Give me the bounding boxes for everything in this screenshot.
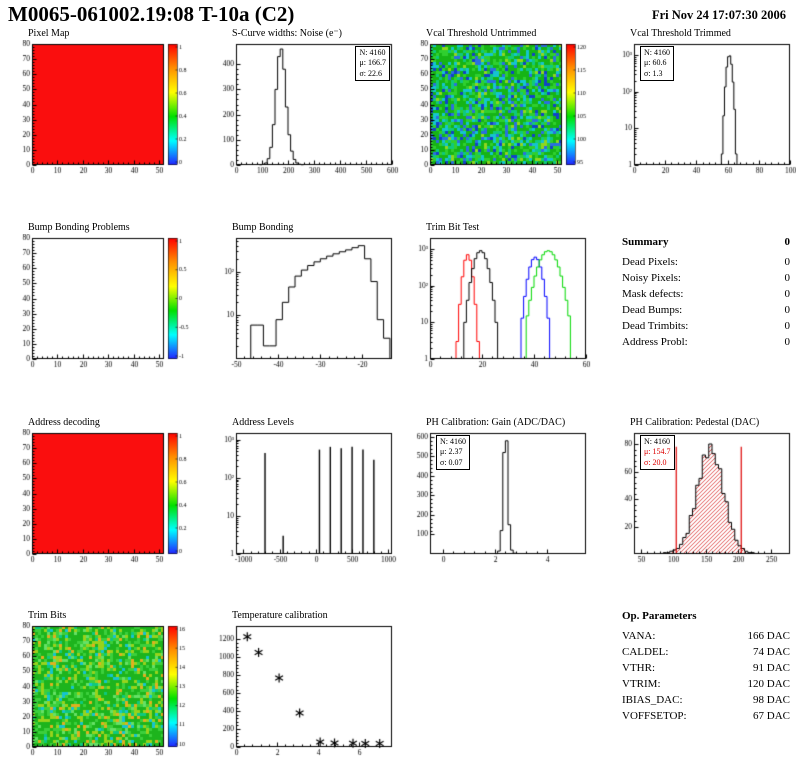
pixel-map-heatmap-canvas <box>6 40 196 178</box>
summary-label: Address Probl: <box>622 335 688 348</box>
summary-label: Dead Trimbits: <box>622 319 689 332</box>
summary-row: Dead Pixels: 0 <box>622 255 790 271</box>
plot-address-decoding: Address decoding <box>6 417 198 569</box>
plot-title: Trim Bit Test <box>426 222 480 233</box>
summary-value: 0 <box>784 256 791 268</box>
op-parameters-header: Op. Parameters <box>622 610 790 622</box>
op-parameter-value: 120 DAC <box>747 677 790 690</box>
op-parameter-value: 98 DAC <box>753 693 790 706</box>
summary-label: Noisy Pixels: <box>622 271 681 284</box>
plot-title: Address Levels <box>232 417 294 428</box>
op-parameter-label: VOFFSETOP: <box>622 709 687 722</box>
summary-value: 0 <box>784 287 791 300</box>
stats-mean: μ: 2.37 <box>440 447 463 457</box>
stats-box: N: 4160 μ: 2.37 σ: 0.07 <box>436 435 470 471</box>
plot-trim-bit-test: Trim Bit Test <box>404 222 596 374</box>
trim-bits-heatmap-canvas <box>6 622 196 760</box>
op-parameter-row: VTRIM: 120 DAC <box>622 677 790 693</box>
stats-mean: μ: 166.7 <box>359 58 386 68</box>
op-parameter-label: IBIAS_DAC: <box>622 693 683 706</box>
trim-bit-test-hist-canvas <box>404 234 594 372</box>
plot-title: Vcal Threshold Trimmed <box>630 28 731 39</box>
stats-box: N: 4160 μ: 60.6 σ: 1.3 <box>640 46 674 82</box>
vcal-untrimmed-heatmap-canvas <box>404 40 594 178</box>
plot-title: Trim Bits <box>28 610 67 621</box>
summary-label: Dead Bumps: <box>622 303 683 316</box>
stats-sigma: σ: 22.6 <box>359 68 383 78</box>
summary-value: 0 <box>784 271 791 284</box>
plot-trim-bits: Trim Bits <box>6 610 198 762</box>
timestamp: Fri Nov 24 17:07:30 2006 <box>651 8 786 22</box>
op-parameter-label: VTHR: <box>622 661 655 674</box>
stats-sigma: σ: 1.3 <box>644 68 663 78</box>
op-parameter-row: VANA: 166 DAC <box>622 629 790 645</box>
stats-entries: N: 4160 <box>440 437 466 446</box>
page-title: M0065-061002.19:08 T-10a (C2) <box>8 2 295 26</box>
stats-mean: μ: 60.6 <box>644 58 667 68</box>
plot-bump-bonding-problems: Bump Bonding Problems <box>6 222 198 374</box>
plot-title: S-Curve widths: Noise (e⁻) <box>232 28 342 39</box>
op-parameters-title: Op. Parameters <box>622 610 697 622</box>
address-decoding-heatmap-canvas <box>6 429 196 567</box>
summary-row: Address Probl: 0 <box>622 335 790 351</box>
bump-problems-heatmap-canvas <box>6 234 196 372</box>
plot-address-levels: Address Levels <box>210 417 402 569</box>
summary-value: 0 <box>784 335 791 348</box>
summary-row: Mask defects: 0 <box>622 287 790 303</box>
ph-pedestal-hist-canvas <box>608 429 796 567</box>
plot-ph-gain: PH Calibration: Gain (ADC/DAC) N: 4160 μ… <box>404 417 596 569</box>
op-parameter-label: VANA: <box>622 630 656 642</box>
plot-title: Vcal Threshold Untrimmed <box>426 28 537 39</box>
stats-box: N: 4160 μ: 166.7 σ: 22.6 <box>355 46 390 82</box>
stats-entries: N: 4160 <box>644 437 670 446</box>
plot-title: Bump Bonding Problems <box>28 222 130 233</box>
op-parameter-label: VTRIM: <box>622 677 661 690</box>
stats-box: N: 4160 μ: 154.7 σ: 20.0 <box>640 435 675 471</box>
ph-gain-hist-canvas <box>404 429 594 567</box>
vcal-trimmed-hist-canvas <box>608 40 796 178</box>
bump-bonding-hist-canvas <box>210 234 400 372</box>
plot-vcal-threshold-untrimmed: Vcal Threshold Untrimmed <box>404 28 596 180</box>
plot-temperature-calibration: Temperature calibration <box>210 610 402 762</box>
op-parameter-value: 67 DAC <box>753 709 790 722</box>
op-parameter-value: 166 DAC <box>747 630 790 642</box>
summary-panel: Summary 0 Dead Pixels: 0 Noisy Pixels: 0… <box>622 236 790 351</box>
op-parameter-label: CALDEL: <box>622 645 669 658</box>
summary-label: Dead Pixels: <box>622 256 678 268</box>
summary-value: 0 <box>784 303 791 316</box>
stats-entries: N: 4160 <box>644 48 670 57</box>
op-parameter-value: 91 DAC <box>753 661 790 674</box>
summary-row: Noisy Pixels: 0 <box>622 271 790 287</box>
stats-entries: N: 4160 <box>359 48 386 57</box>
address-levels-hist-canvas <box>210 429 400 567</box>
op-parameter-row: IBIAS_DAC: 98 DAC <box>622 693 790 709</box>
stats-sigma: σ: 20.0 <box>644 457 667 467</box>
plot-title: Pixel Map <box>28 28 70 39</box>
plot-title: Bump Bonding <box>232 222 294 233</box>
op-parameter-row: VTHR: 91 DAC <box>622 661 790 677</box>
stats-mean: μ: 154.7 <box>644 447 671 457</box>
op-parameter-value: 74 DAC <box>753 645 790 658</box>
plot-scurve-noise: S-Curve widths: Noise (e⁻) N: 4160 μ: 16… <box>210 28 402 180</box>
stats-sigma: σ: 0.07 <box>440 457 463 467</box>
summary-label: Mask defects: <box>622 287 684 300</box>
plot-title: PH Calibration: Gain (ADC/DAC) <box>426 417 566 428</box>
plot-title: PH Calibration: Pedestal (DAC) <box>630 417 760 428</box>
plot-ph-pedestal: PH Calibration: Pedestal (DAC) N: 4160 μ… <box>608 417 796 569</box>
summary-value: 0 <box>784 319 791 332</box>
plot-pixel-map: Pixel Map <box>6 28 198 180</box>
summary-header: Summary 0 <box>622 236 790 248</box>
summary-total: 0 <box>784 236 791 248</box>
plot-title: Temperature calibration <box>232 610 328 621</box>
plot-title: Address decoding <box>28 417 100 428</box>
summary-row: Dead Bumps: 0 <box>622 303 790 319</box>
op-parameters-panel: Op. Parameters VANA: 166 DAC CALDEL: 74 … <box>622 610 790 725</box>
op-parameter-row: CALDEL: 74 DAC <box>622 645 790 661</box>
temperature-calibration-scatter-canvas <box>210 622 400 760</box>
summary-row: Dead Trimbits: 0 <box>622 319 790 335</box>
op-parameter-row: VOFFSETOP: 67 DAC <box>622 709 790 725</box>
plot-bump-bonding: Bump Bonding <box>210 222 402 374</box>
summary-title: Summary <box>622 236 669 248</box>
plot-vcal-threshold-trimmed: Vcal Threshold Trimmed N: 4160 μ: 60.6 σ… <box>608 28 796 180</box>
